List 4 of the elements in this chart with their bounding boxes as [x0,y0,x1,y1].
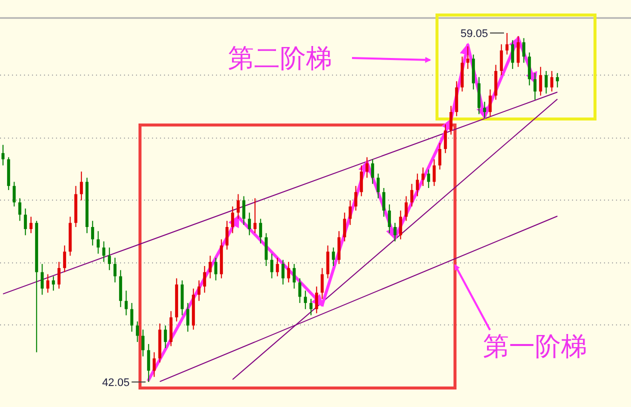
annotation: 42.05 [102,377,130,389]
annotation: 第二阶梯 [228,44,332,74]
annotation: 59.05 [460,28,488,40]
annotation: 第一阶梯 [483,332,587,362]
